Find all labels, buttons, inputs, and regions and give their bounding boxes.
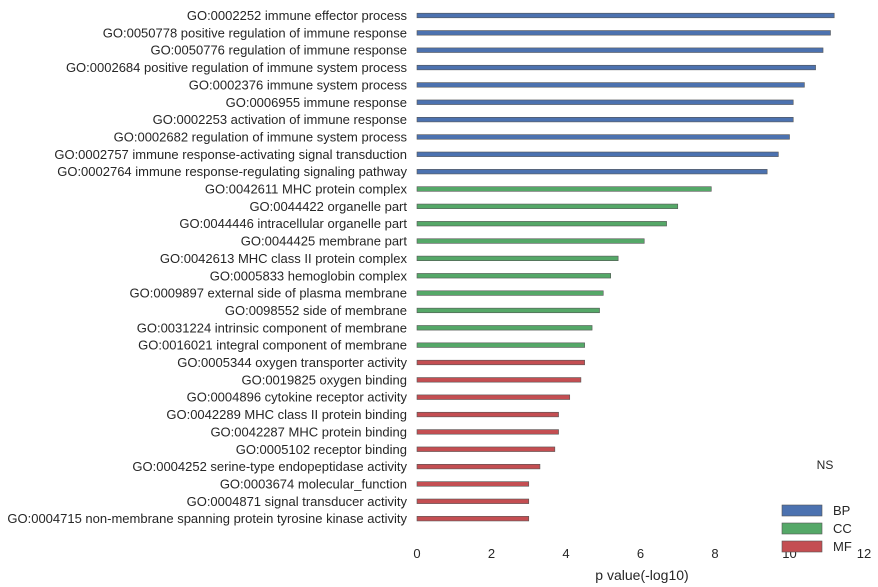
bar-mf — [416, 446, 556, 452]
category-label: GO:0002684 positive regulation of immune… — [66, 60, 408, 75]
category-label: GO:0098552 side of membrane — [225, 303, 407, 318]
category-label: GO:0050778 positive regulation of immune… — [103, 25, 407, 40]
legend-label-mf: MF — [833, 539, 852, 554]
bar-cc — [416, 307, 600, 314]
bar-bp — [416, 30, 831, 36]
bar-mf — [416, 429, 559, 435]
category-label: GO:0042613 MHC class II protein complex — [160, 251, 408, 266]
category-label: GO:0009897 external side of plasma membr… — [130, 286, 408, 301]
category-label: GO:0004715 non-membrane spanning protein… — [7, 511, 407, 526]
bar-mf — [416, 411, 559, 418]
category-label: GO:0016021 integral component of membran… — [138, 338, 407, 353]
category-label: GO:0044425 membrane part — [241, 234, 408, 249]
category-label: GO:0002252 immune effector process — [187, 8, 408, 23]
x-tick-label: 0 — [413, 546, 420, 561]
legend-label-cc: CC — [833, 521, 852, 536]
bar-cc — [416, 255, 619, 262]
category-label: GO:0002764 immune response-regulating si… — [57, 164, 407, 179]
bar-bp — [416, 47, 824, 53]
bar-cc — [416, 238, 645, 244]
category-label: GO:0004896 cytokine receptor activity — [187, 390, 408, 405]
legend-label-bp: BP — [833, 503, 850, 518]
bar-cc — [416, 325, 593, 331]
bar-mf — [416, 359, 585, 366]
bar-cc — [416, 273, 611, 279]
bar-bp — [416, 169, 768, 175]
category-label: GO:0005102 receptor binding — [236, 442, 407, 457]
category-label: GO:0019825 oxygen binding — [241, 372, 407, 387]
bar-cc — [416, 290, 604, 296]
category-label: GO:0002376 immune system process — [189, 77, 408, 92]
category-label: GO:0042611 MHC protein complex — [205, 182, 408, 197]
bar-bp — [416, 12, 835, 19]
bar-cc — [416, 203, 679, 209]
bar-bp — [416, 99, 794, 105]
category-label: GO:0002757 immune response-activating si… — [54, 147, 407, 162]
category-label: GO:0050776 regulation of immune response — [150, 43, 407, 58]
legend-title: NS — [817, 458, 834, 472]
category-label: GO:0044446 intracellular organelle part — [179, 216, 407, 231]
bar-cc — [416, 342, 585, 348]
bar-bp — [416, 134, 790, 140]
bar-bp — [416, 82, 805, 88]
category-label: GO:0042289 MHC class II protein binding — [166, 407, 407, 422]
bar-bp — [416, 151, 779, 157]
bar-mf — [416, 498, 530, 504]
legend: NS BP CC MF — [781, 458, 852, 554]
legend-items: BP CC MF — [781, 503, 852, 554]
bar-bp — [416, 64, 816, 71]
category-label: GO:0042287 MHC protein binding — [210, 424, 407, 439]
category-label: GO:0005344 oxygen transporter activity — [177, 355, 407, 370]
legend-swatch-bp — [781, 504, 823, 517]
legend-swatch-mf — [781, 540, 823, 553]
category-labels-layer: GO:0002252 immune effector process GO:005… — [7, 8, 407, 526]
bar-mf — [416, 394, 571, 400]
x-axis-label: p value(-log10) — [595, 567, 688, 583]
category-label: GO:0002253 activation of immune response — [153, 112, 407, 127]
bar-mf — [416, 377, 582, 383]
category-label: GO:0031224 intrinsic component of membra… — [137, 320, 407, 335]
x-tick-label: 4 — [562, 546, 569, 561]
bar-cc — [416, 186, 712, 192]
bar-mf — [416, 516, 530, 522]
bars-layer — [416, 12, 835, 522]
bar-mf — [416, 463, 541, 470]
category-label: GO:0002682 regulation of immune system p… — [114, 129, 408, 144]
category-label: GO:0004871 signal transducer activity — [187, 494, 408, 509]
legend-swatch-cc — [781, 522, 823, 535]
bar-mf — [416, 481, 530, 487]
category-label: GO:0044422 organelle part — [249, 199, 407, 214]
category-label: GO:0005833 hemoglobin complex — [210, 268, 408, 283]
x-tick-label: 6 — [637, 546, 644, 561]
bar-bp — [416, 117, 794, 123]
category-label: GO:0004252 serine-type endopeptidase act… — [132, 459, 407, 474]
category-label: GO:0006955 immune response — [226, 95, 407, 110]
x-tick-label: 12 — [857, 546, 871, 561]
x-tick-label: 2 — [488, 546, 495, 561]
category-label: GO:0003674 molecular_function — [220, 476, 407, 491]
bar-cc — [416, 221, 667, 227]
x-tick-label: 8 — [711, 546, 718, 561]
